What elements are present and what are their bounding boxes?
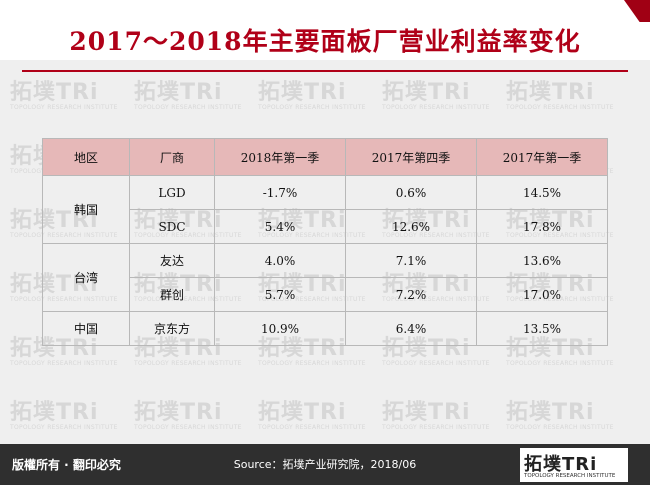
value-cell: 14.5% <box>476 175 608 210</box>
watermark-wordmark: 拓墣TRi <box>382 400 471 425</box>
region-cell: 韩国 <box>42 175 130 244</box>
table-row: 韩国 LGD -1.7% 0.6% 14.5% <box>42 175 608 244</box>
watermark-tagline: TOPOLOGY RESEARCH INSTITUTE <box>258 360 366 367</box>
watermark-tagline: TOPOLOGY RESEARCH INSTITUTE <box>382 424 490 431</box>
profit-margin-table: 地区 厂商 2018年第一季 2017年第四季 2017年第一季 韩国 LGD … <box>42 138 608 346</box>
watermark-wordmark: 拓墣TRi <box>506 80 595 105</box>
page-title: 2017～2018年主要面板厂营业利益率变化 <box>69 27 581 56</box>
value-cell: 17.8% <box>476 209 608 244</box>
title-area <box>0 0 650 60</box>
watermark-tagline: TOPOLOGY RESEARCH INSTITUTE <box>10 104 118 111</box>
watermark-tagline: TOPOLOGY RESEARCH INSTITUTE <box>10 360 118 367</box>
watermark-tagline: TOPOLOGY RESEARCH INSTITUTE <box>258 424 366 431</box>
maker-cell: SDC <box>129 209 215 244</box>
table-row: 群创 5.7% 7.2% 17.0% <box>43 277 608 312</box>
value-cell: 13.6% <box>476 243 608 278</box>
header-2018q1: 2018年第一季 <box>214 138 346 176</box>
watermark-tagline: TOPOLOGY RESEARCH INSTITUTE <box>382 104 490 111</box>
tri-logo: 拓墣TRi TOPOLOGY RESEARCH INSTITUTE <box>520 448 628 482</box>
header-2017q4: 2017年第四季 <box>345 138 477 176</box>
table-row: 中国 京东方 10.9% 6.4% 13.5% <box>42 311 608 346</box>
table-header-row: 地区 厂商 2018年第一季 2017年第四季 2017年第一季 <box>42 138 608 176</box>
maker-cell: 群创 <box>129 277 215 312</box>
watermark-wordmark: 拓墣TRi <box>134 400 223 425</box>
watermark-tagline: TOPOLOGY RESEARCH INSTITUTE <box>506 424 614 431</box>
value-cell: 4.0% <box>214 243 346 278</box>
logo-tagline: TOPOLOGY RESEARCH INSTITUTE <box>524 473 616 479</box>
source-note: Source：拓墣产业研究院，2018/06 <box>233 458 417 471</box>
watermark-wordmark: 拓墣TRi <box>10 400 99 425</box>
table-row: 台湾 友达 4.0% 7.1% 13.6% <box>42 243 608 312</box>
value-cell: 7.2% <box>345 277 477 312</box>
value-cell: 5.7% <box>214 277 346 312</box>
watermark-tagline: TOPOLOGY RESEARCH INSTITUTE <box>10 424 118 431</box>
value-cell: 12.6% <box>345 209 477 244</box>
value-cell: 0.6% <box>345 175 477 210</box>
title-divider <box>22 70 628 72</box>
logo-wordmark: 拓墣TRi <box>524 454 598 475</box>
watermark-tagline: TOPOLOGY RESEARCH INSTITUTE <box>258 104 366 111</box>
header-2017q1: 2017年第一季 <box>476 138 608 176</box>
watermark-wordmark: 拓墣TRi <box>506 400 595 425</box>
value-cell: 5.4% <box>214 209 346 244</box>
value-cell: 10.9% <box>214 311 346 346</box>
watermark-tagline: TOPOLOGY RESEARCH INSTITUTE <box>382 360 490 367</box>
watermark-wordmark: 拓墣TRi <box>134 80 223 105</box>
watermark-tagline: TOPOLOGY RESEARCH INSTITUTE <box>134 424 242 431</box>
watermark-wordmark: 拓墣TRi <box>382 80 471 105</box>
footer-bar: 版權所有 · 翻印必究 Source：拓墣产业研究院，2018/06 拓墣TRi… <box>0 444 650 485</box>
maker-cell: 友达 <box>129 243 215 278</box>
watermark-wordmark: 拓墣TRi <box>258 400 347 425</box>
watermark-tagline: TOPOLOGY RESEARCH INSTITUTE <box>134 104 242 111</box>
watermark-tagline: TOPOLOGY RESEARCH INSTITUTE <box>506 360 614 367</box>
region-cell: 台湾 <box>42 243 130 312</box>
watermark-wordmark: 拓墣TRi <box>10 80 99 105</box>
watermark-tagline: TOPOLOGY RESEARCH INSTITUTE <box>134 360 242 367</box>
copyright-notice: 版權所有 · 翻印必究 <box>12 458 121 472</box>
header-region: 地区 <box>42 138 130 176</box>
value-cell: 6.4% <box>345 311 477 346</box>
maker-cell: 京东方 <box>129 311 215 346</box>
header-maker: 厂商 <box>129 138 215 176</box>
region-cell: 中国 <box>42 311 130 346</box>
watermark-tagline: TOPOLOGY RESEARCH INSTITUTE <box>506 104 614 111</box>
maker-cell: LGD <box>129 175 215 210</box>
value-cell: 7.1% <box>345 243 477 278</box>
value-cell: 17.0% <box>476 277 608 312</box>
value-cell: 13.5% <box>476 311 608 346</box>
watermark-wordmark: 拓墣TRi <box>258 80 347 105</box>
value-cell: -1.7% <box>214 175 346 210</box>
